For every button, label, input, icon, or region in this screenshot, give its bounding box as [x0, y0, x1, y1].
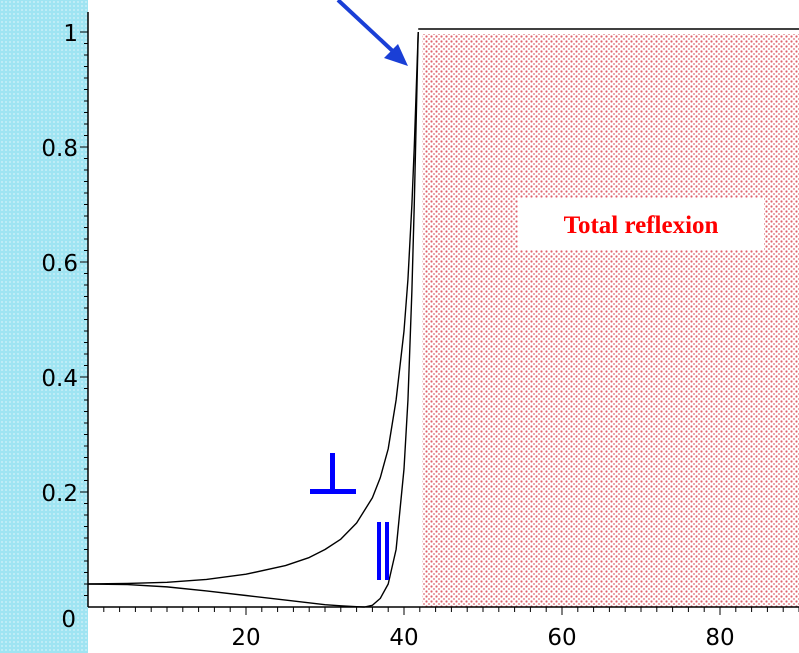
perpendicular-symbol — [310, 453, 356, 494]
perpendicular-base — [310, 489, 356, 494]
parallel-bar — [385, 522, 389, 580]
y-tick-label: 0.8 — [41, 136, 78, 162]
x-minor-ticks — [103, 607, 799, 615]
total-reflexion-region — [422, 34, 799, 607]
series-perpendicular-line — [87, 31, 419, 585]
series-group — [87, 31, 419, 608]
y-tick-label: 0.4 — [41, 366, 78, 392]
series-parallel-line — [87, 31, 419, 608]
y-tick-group: 0.2 0.4 0.6 0.8 1 — [41, 21, 78, 507]
arrow-icon — [336, 0, 408, 66]
x-tick-label: 60 — [547, 625, 576, 651]
parallel-bar — [377, 522, 381, 580]
arrow-shaft — [336, 0, 400, 58]
perpendicular-stem — [330, 453, 335, 493]
origin-tick-label: 0 — [61, 607, 76, 633]
x-tick-label: 20 — [231, 625, 260, 651]
arrow-head — [384, 44, 408, 66]
y-minor-ticks — [80, 31, 88, 596]
y-tick-label: 0.2 — [41, 481, 78, 507]
x-tick-group: 20 40 60 80 — [231, 625, 734, 651]
parallel-symbol — [377, 522, 389, 580]
y-tick-label: 0.6 — [41, 251, 78, 277]
x-tick-label: 80 — [705, 625, 734, 651]
total-reflexion-label: Total reflexion — [564, 212, 719, 239]
total-reflexion-label-box — [518, 198, 764, 250]
x-tick-label: 40 — [389, 625, 418, 651]
y-tick-label: 1 — [63, 21, 78, 47]
